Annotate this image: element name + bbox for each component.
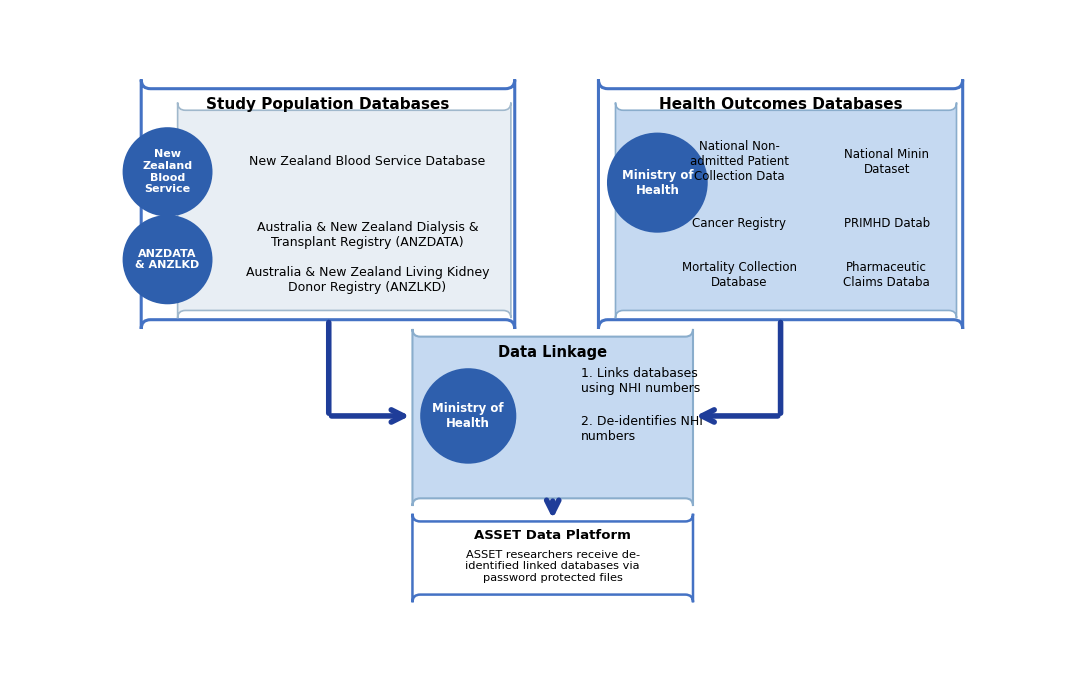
Text: 1. Links databases
using NHI numbers: 1. Links databases using NHI numbers [581,367,700,396]
FancyBboxPatch shape [598,80,962,329]
Text: Cancer Registry: Cancer Registry [692,217,786,230]
Text: National Non-
admitted Patient
Collection Data: National Non- admitted Patient Collectio… [690,140,789,184]
FancyBboxPatch shape [177,103,511,318]
Text: Data Linkage: Data Linkage [498,344,607,360]
Text: New
Zealand
Blood
Service: New Zealand Blood Service [143,149,192,194]
Text: Study Population Databases: Study Population Databases [206,97,449,111]
Text: Health Outcomes Databases: Health Outcomes Databases [659,97,903,111]
FancyBboxPatch shape [413,514,693,602]
Text: Australia & New Zealand Living Kidney
Donor Registry (ANZLKD): Australia & New Zealand Living Kidney Do… [246,266,489,294]
FancyBboxPatch shape [413,329,693,506]
Text: PRIMHD Datab: PRIMHD Datab [843,217,930,230]
Text: National Minin
Dataset: National Minin Dataset [845,148,929,176]
Text: ANZDATA
& ANZLKD: ANZDATA & ANZLKD [135,249,200,271]
FancyBboxPatch shape [141,80,515,329]
Text: ASSET Data Platform: ASSET Data Platform [474,529,631,542]
Circle shape [607,132,707,233]
Circle shape [123,127,213,217]
FancyBboxPatch shape [616,103,957,318]
Text: 2. De-identifies NHI
numbers: 2. De-identifies NHI numbers [581,415,702,443]
Text: Pharmaceutic
Claims Databa: Pharmaceutic Claims Databa [843,261,930,289]
Text: ASSET researchers receive de-
identified linked databases via
password protected: ASSET researchers receive de- identified… [465,549,640,583]
Text: Ministry of
Health: Ministry of Health [621,169,693,196]
Text: Mortality Collection
Database: Mortality Collection Database [681,261,797,289]
Circle shape [420,368,516,464]
Text: New Zealand Blood Service Database: New Zealand Blood Service Database [249,155,486,168]
Text: Ministry of
Health: Ministry of Health [432,402,504,430]
Circle shape [123,215,213,304]
Text: Australia & New Zealand Dialysis &
Transplant Registry (ANZDATA): Australia & New Zealand Dialysis & Trans… [257,221,478,249]
